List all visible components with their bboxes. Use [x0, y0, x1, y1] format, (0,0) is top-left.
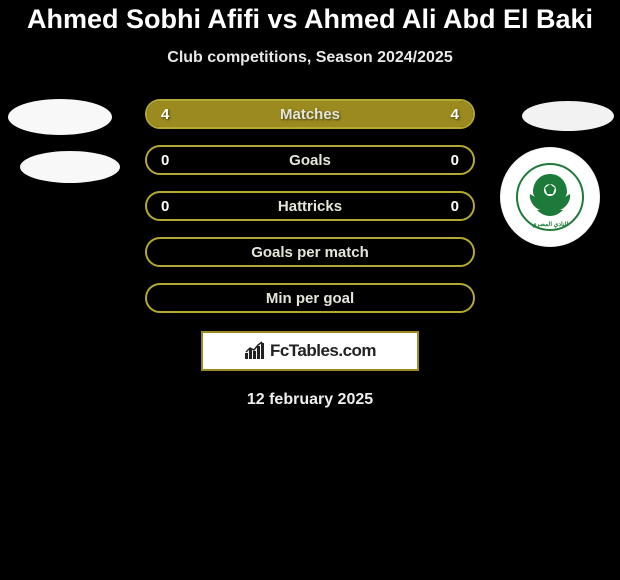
stat-label: Hattricks: [278, 198, 342, 215]
stat-value-left: 0: [161, 152, 169, 169]
stat-value-right: 0: [451, 198, 459, 215]
player-right-silhouette: [522, 101, 614, 131]
stat-value-right: 0: [451, 152, 459, 169]
stat-row: 0 Hattricks 0: [145, 191, 475, 221]
stat-row: Min per goal: [145, 283, 475, 313]
comparison-infographic: Ahmed Sobhi Afifi vs Ahmed Ali Abd El Ba…: [0, 0, 620, 580]
brand-box[interactable]: FcTables.com: [201, 331, 419, 371]
svg-text:النادي المصري: النادي المصري: [532, 221, 569, 228]
stats-container: النادي المصري 4 Matches 4 0 Goals 0 0 Ha…: [0, 99, 620, 313]
player-left-silhouette-1: [8, 99, 112, 135]
subtitle: Club competitions, Season 2024/2025: [0, 49, 620, 67]
stat-label: Min per goal: [266, 290, 354, 307]
date-text: 12 february 2025: [0, 391, 620, 409]
club-logo-icon: النادي المصري: [515, 162, 585, 232]
bar-chart-icon: [244, 341, 266, 361]
brand-text: FcTables.com: [270, 341, 376, 361]
stat-label: Goals: [289, 152, 331, 169]
stat-label: Matches: [280, 106, 340, 123]
stat-row: 4 Matches 4: [145, 99, 475, 129]
club-logo: النادي المصري: [500, 147, 600, 247]
stat-row: 0 Goals 0: [145, 145, 475, 175]
stat-value-right: 4: [451, 106, 459, 123]
stat-row: Goals per match: [145, 237, 475, 267]
player-left-silhouette-2: [20, 151, 120, 183]
stat-value-left: 4: [161, 106, 169, 123]
stat-value-left: 0: [161, 198, 169, 215]
page-title: Ahmed Sobhi Afifi vs Ahmed Ali Abd El Ba…: [0, 0, 620, 35]
stat-label: Goals per match: [251, 244, 369, 261]
